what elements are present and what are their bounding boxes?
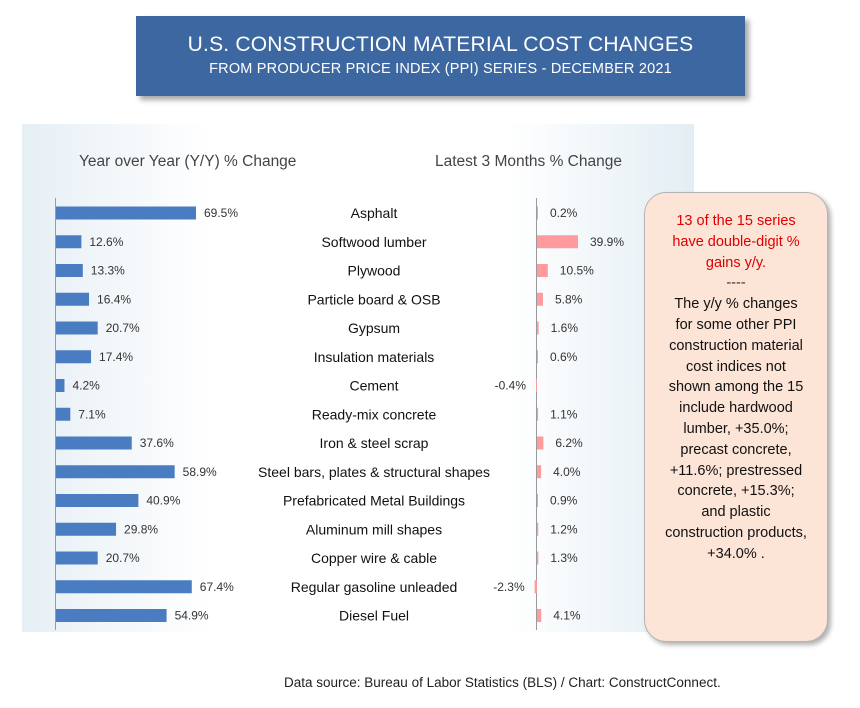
yoy-bar: [56, 436, 132, 450]
category-label: Insulation materials: [314, 349, 435, 365]
three-month-data-label: 0.6%: [550, 350, 578, 364]
yoy-bar: [56, 321, 98, 335]
category-label: Particle board & OSB: [307, 291, 440, 307]
yoy-data-label: 13.3%: [91, 264, 125, 278]
yoy-axis-line: [55, 198, 56, 630]
yoy-bar: [56, 292, 90, 306]
three-month-bar: [537, 292, 543, 306]
yoy-data-label: 29.8%: [124, 522, 158, 536]
yoy-bar: [56, 609, 167, 622]
three-month-bar: [537, 522, 539, 536]
yoy-data-label: 37.6%: [140, 436, 174, 450]
data-source-note: Data source: Bureau of Labor Statistics …: [284, 675, 721, 690]
three-month-bar: [537, 407, 539, 421]
yoy-data-label: 20.7%: [106, 551, 140, 565]
yoy-bar: [56, 350, 92, 364]
category-label: Gypsum: [348, 320, 400, 336]
yoy-header: Year over Year (Y/Y) % Change: [79, 153, 297, 170]
three-month-data-label: 1.1%: [550, 407, 578, 421]
three-month-data-label: 4.0%: [553, 465, 581, 479]
category-label: Copper wire & cable: [311, 550, 437, 566]
yoy-data-label: 16.4%: [97, 292, 131, 306]
three-month-bar: [537, 494, 538, 507]
three-month-header: Latest 3 Months % Change: [435, 153, 622, 170]
three-month-data-label: 1.2%: [550, 522, 578, 536]
three-month-bar: [536, 379, 537, 392]
yoy-data-label: 7.1%: [78, 407, 106, 421]
three-month-axis-line: [536, 198, 537, 630]
category-label: Plywood: [348, 263, 401, 279]
three-month-data-label: 6.2%: [555, 436, 583, 450]
yoy-bar: [56, 407, 71, 421]
callout-box: 13 of the 15 series have double-digit % …: [644, 192, 828, 642]
three-month-bar: [537, 551, 539, 565]
three-month-data-label: 1.3%: [550, 551, 578, 565]
three-month-bar: [537, 350, 538, 364]
yoy-bar: [56, 379, 65, 392]
three-month-data-label: 0.2%: [550, 206, 578, 220]
category-label: Steel bars, plates & structural shapes: [258, 464, 490, 480]
callout-body: The y/y % changes for some other PPI con…: [665, 296, 807, 562]
three-month-bar: [537, 321, 539, 335]
three-month-data-label: 4.1%: [553, 609, 581, 623]
yoy-data-label: 20.7%: [106, 321, 140, 335]
yoy-bar: [56, 522, 117, 536]
three-month-bar: [537, 609, 542, 622]
yoy-bar: [56, 465, 175, 479]
category-label: Diesel Fuel: [339, 608, 409, 624]
three-month-bar: [537, 465, 542, 479]
yoy-bar: [56, 264, 83, 277]
three-month-data-label: 0.9%: [550, 494, 578, 508]
yoy-data-label: 4.2%: [72, 379, 100, 393]
title-banner: U.S. CONSTRUCTION MATERIAL COST CHANGES …: [136, 16, 745, 96]
category-label: Ready-mix concrete: [312, 406, 437, 422]
category-label: Cement: [349, 378, 398, 394]
yoy-data-label: 69.5%: [204, 206, 238, 220]
three-month-data-label: 1.6%: [551, 321, 579, 335]
chart-title: U.S. CONSTRUCTION MATERIAL COST CHANGES: [187, 33, 694, 56]
category-label: Aluminum mill shapes: [306, 521, 442, 537]
callout-separator: ----: [726, 275, 746, 292]
yoy-data-label: 12.6%: [89, 235, 123, 249]
three-month-data-label: 39.9%: [590, 235, 624, 249]
yoy-bar: [56, 206, 196, 220]
three-month-bar: [534, 580, 537, 594]
yoy-data-label: 67.4%: [200, 580, 234, 594]
three-month-data-label: 5.8%: [555, 292, 583, 306]
yoy-bar: [56, 494, 139, 507]
three-month-bar: [537, 235, 578, 249]
yoy-data-label: 58.9%: [183, 465, 217, 479]
three-month-data-label: -0.4%: [495, 379, 527, 393]
category-label: Regular gasoline unleaded: [291, 579, 458, 595]
yoy-data-label: 40.9%: [146, 494, 180, 508]
three-month-data-label: 10.5%: [560, 264, 594, 278]
three-month-bar: [537, 436, 544, 450]
category-label: Asphalt: [351, 205, 398, 221]
category-label: Softwood lumber: [321, 234, 426, 250]
yoy-bar: [56, 235, 82, 249]
three-month-bar: [537, 264, 548, 277]
three-month-bar: [537, 206, 538, 220]
yoy-data-label: 17.4%: [99, 350, 133, 364]
callout-highlight: 13 of the 15 series have double-digit % …: [672, 213, 800, 271]
yoy-bar: [56, 580, 192, 594]
category-label: Prefabricated Metal Buildings: [283, 493, 465, 509]
three-month-data-label: -2.3%: [493, 580, 525, 594]
chart-subtitle: FROM PRODUCER PRICE INDEX (PPI) SERIES -…: [209, 61, 672, 77]
yoy-data-label: 54.9%: [175, 609, 209, 623]
yoy-bar: [56, 551, 98, 565]
category-label: Iron & steel scrap: [320, 435, 429, 451]
